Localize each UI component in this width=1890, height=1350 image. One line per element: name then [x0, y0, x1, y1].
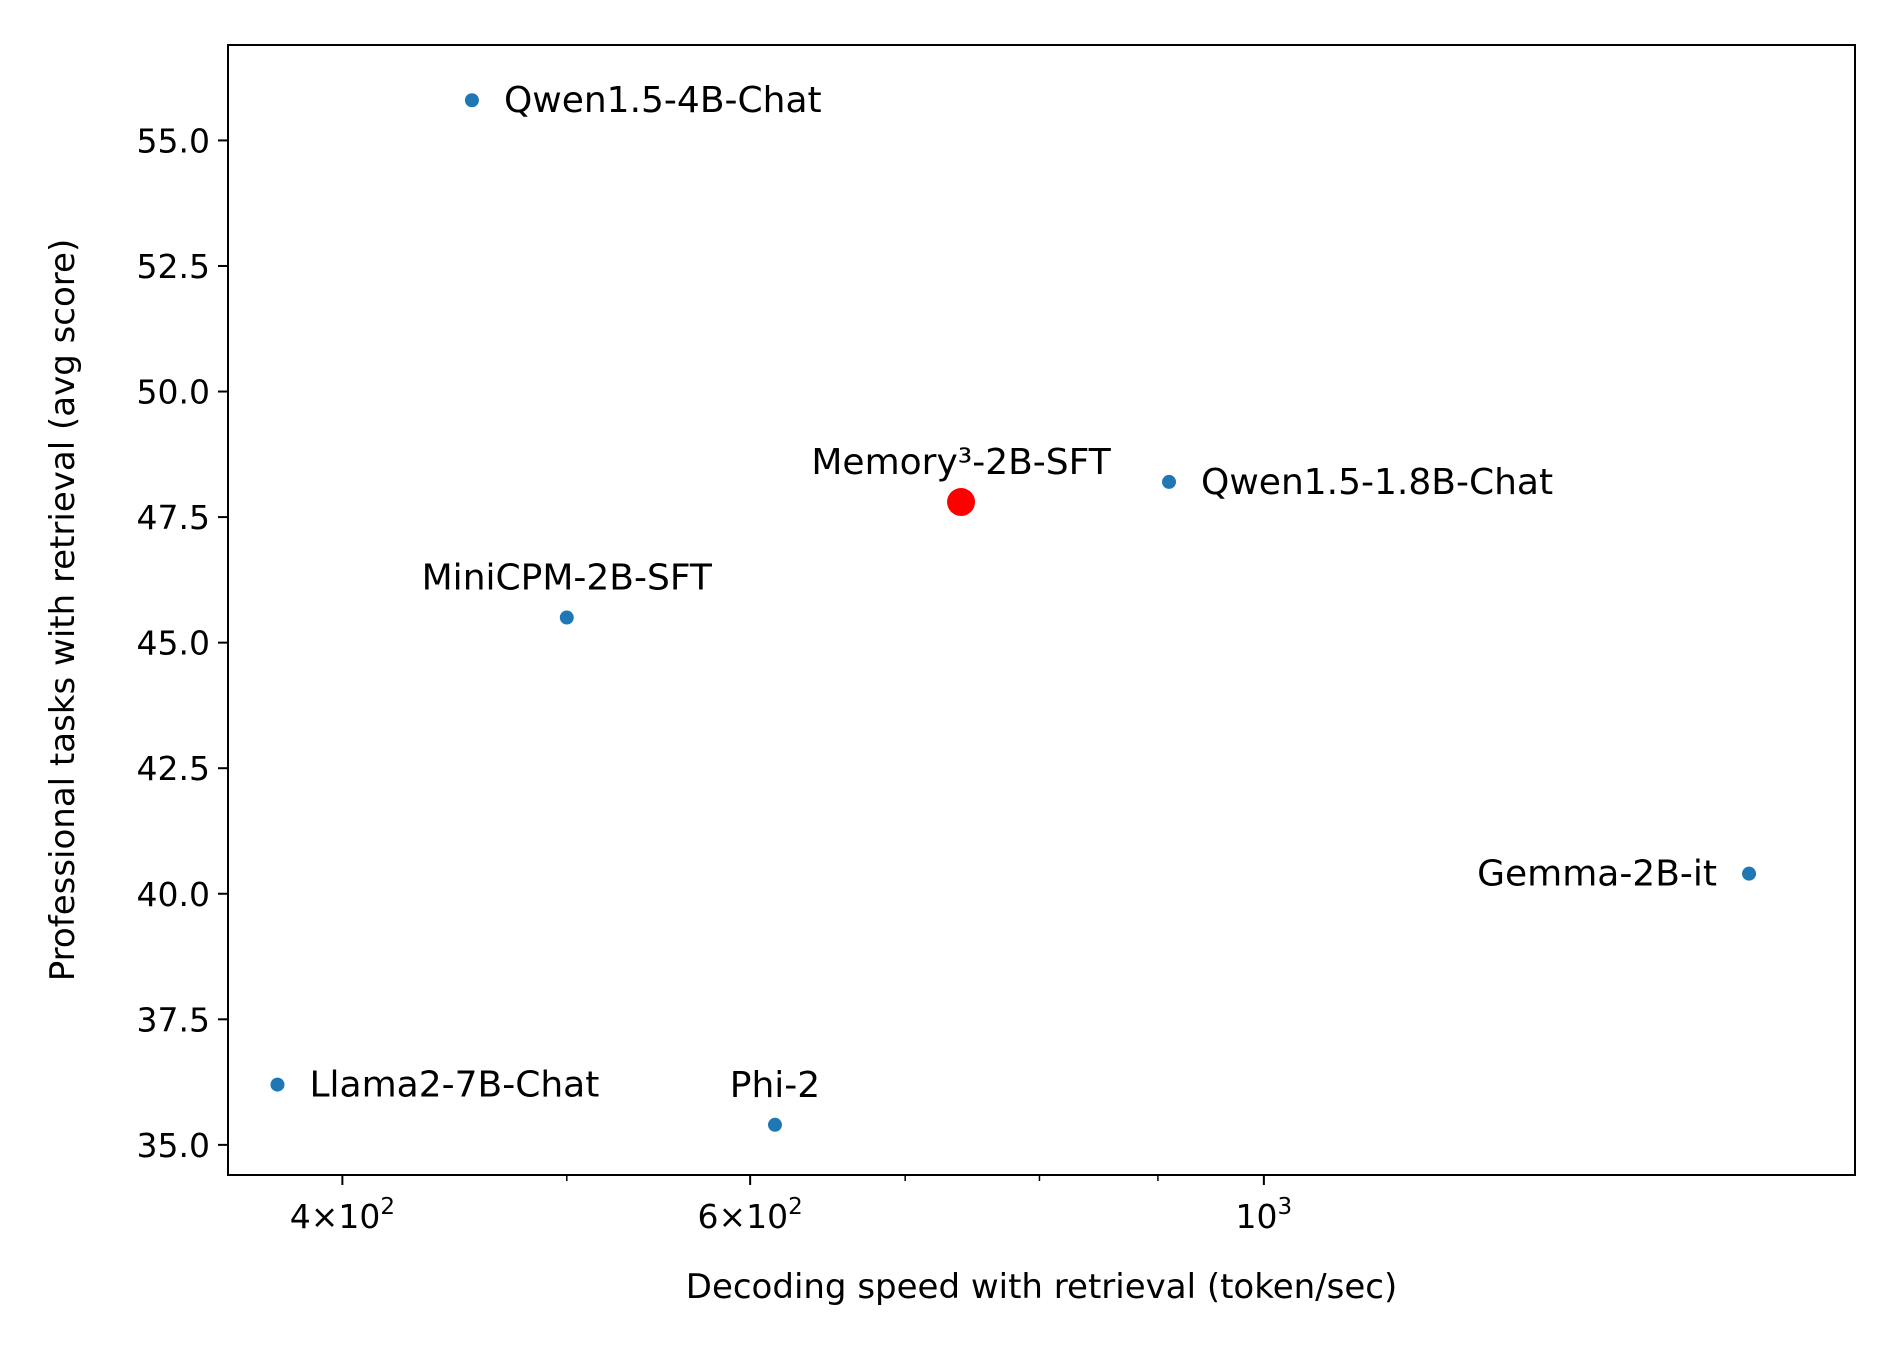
x-tick-label-base: 4×10 — [290, 1197, 381, 1236]
data-point — [1162, 474, 1177, 489]
data-point — [1742, 866, 1757, 881]
point-label: Qwen1.5-1.8B-Chat — [1201, 462, 1553, 503]
y-axis-label: Professional tasks with retrieval (avg s… — [43, 239, 83, 981]
x-tick-label: 103 — [1236, 1194, 1293, 1236]
point-label: Phi-2 — [730, 1065, 820, 1106]
x-tick-label: 4×102 — [290, 1194, 395, 1236]
data-point — [270, 1077, 285, 1092]
y-tick-label: 52.5 — [137, 247, 210, 286]
x-tick-label: 6×102 — [698, 1194, 803, 1236]
point-label: Gemma-2B-it — [1477, 854, 1717, 895]
point-label: Memory³-2B-SFT — [811, 442, 1111, 483]
y-axis: 35.0 37.5 40.0 42.5 45.0 47.5 50.0 52.5 55.0 — [137, 121, 228, 1165]
x-tick-label-exponent: 3 — [1278, 1194, 1293, 1220]
y-tick-label: 40.0 — [137, 875, 210, 914]
y-tick-label: 45.0 — [137, 624, 210, 663]
y-tick-label: 50.0 — [137, 373, 210, 412]
y-tick-label: 37.5 — [137, 1000, 210, 1039]
point-label: MiniCPM-2B-SFT — [422, 558, 713, 599]
point-label: Qwen1.5-4B-Chat — [504, 80, 822, 121]
highlight-point — [947, 488, 976, 517]
x-tick-label-base: 6×10 — [698, 1197, 789, 1236]
data-point — [464, 93, 479, 108]
y-tick-label: 35.0 — [137, 1126, 210, 1165]
data-points: Qwen1.5-4B-Chat Qwen1.5-1.8B-Chat Memory³-… — [270, 80, 1757, 1132]
y-tick-label: 47.5 — [137, 498, 210, 537]
data-point — [767, 1117, 782, 1132]
x-tick-label-exponent: 2 — [380, 1194, 395, 1220]
y-tick-label: 42.5 — [137, 749, 210, 788]
x-tick-label-exponent: 2 — [788, 1194, 803, 1220]
y-tick-label: 55.0 — [137, 121, 210, 160]
x-axis-label: Decoding speed with retrieval (token/sec… — [686, 1267, 1397, 1307]
x-axis: 4×102 6×102 103 — [290, 1175, 1292, 1236]
point-label: Llama2-7B-Chat — [309, 1065, 599, 1106]
data-point — [559, 610, 574, 625]
plot-frame — [227, 44, 1856, 1176]
x-tick-label-base: 10 — [1236, 1197, 1278, 1236]
